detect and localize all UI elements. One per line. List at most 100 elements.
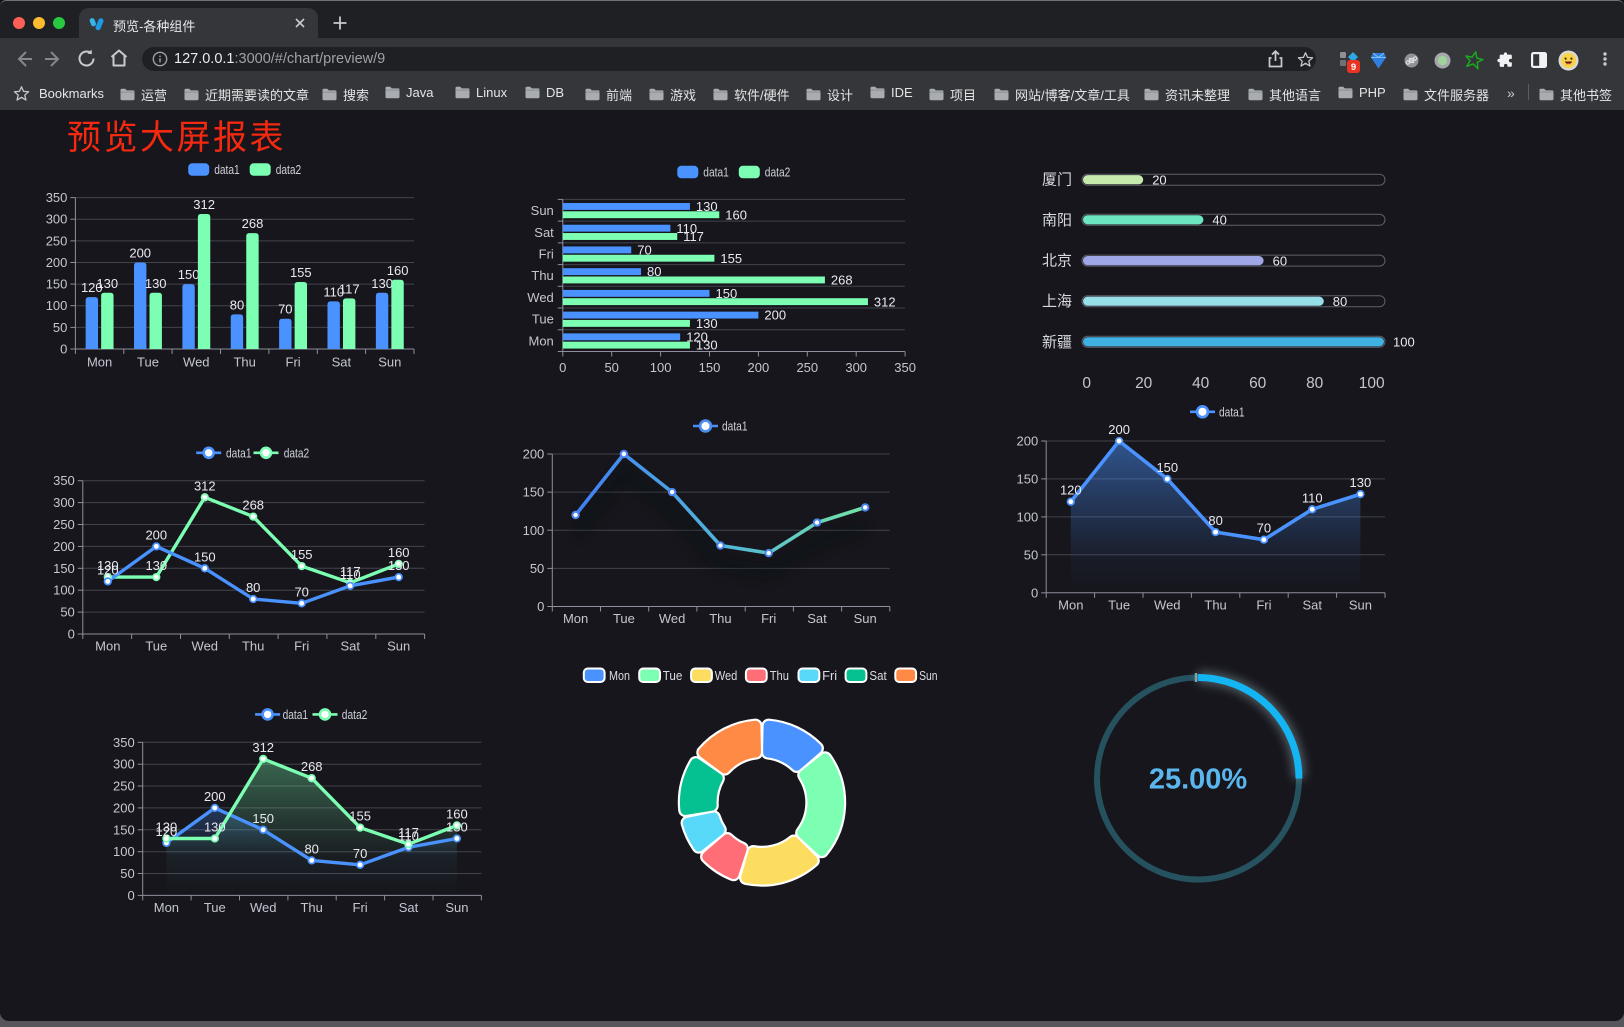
svg-text:Mon: Mon [1058,597,1083,612]
svg-text:150: 150 [178,267,200,282]
svg-text:0: 0 [68,627,75,642]
svg-text:160: 160 [446,806,468,821]
svg-text:268: 268 [301,759,323,774]
svg-text:160: 160 [388,545,410,560]
svg-text:130: 130 [156,820,178,835]
svg-text:60: 60 [1273,253,1287,268]
svg-text:Mon: Mon [95,639,120,654]
svg-text:Sat: Sat [807,611,827,626]
svg-text:200: 200 [204,789,226,804]
svg-text:300: 300 [46,212,68,227]
svg-text:0: 0 [537,599,544,614]
svg-text:Sat: Sat [534,225,554,240]
svg-text:100: 100 [1393,335,1415,350]
svg-text:Mon: Mon [529,333,554,348]
svg-text:Fri: Fri [353,900,368,915]
svg-text:300: 300 [53,495,75,510]
svg-text:80: 80 [304,841,318,856]
svg-text:155: 155 [291,547,313,562]
svg-text:200: 200 [129,246,151,261]
svg-text:110: 110 [323,284,344,299]
svg-text:268: 268 [831,273,853,288]
svg-text:120: 120 [156,824,178,839]
svg-text:data1: data1 [703,165,729,180]
svg-text:110: 110 [1302,490,1323,505]
svg-text:Tue: Tue [137,355,159,370]
svg-text:120: 120 [97,562,119,577]
svg-text:0: 0 [1082,375,1091,392]
svg-text:北京: 北京 [1042,253,1072,270]
svg-text:data1: data1 [1219,405,1245,420]
svg-text:Fri: Fri [761,611,776,626]
svg-text:117: 117 [340,564,361,579]
svg-text:300: 300 [113,757,135,772]
svg-text:120: 120 [686,329,708,344]
svg-text:350: 350 [894,360,916,375]
svg-text:312: 312 [874,294,896,309]
svg-text:80: 80 [1333,294,1347,309]
svg-text:250: 250 [53,517,75,532]
svg-text:150: 150 [46,277,68,292]
svg-text:200: 200 [46,255,68,270]
svg-text:117: 117 [683,229,704,244]
svg-text:南阳: 南阳 [1042,212,1072,229]
svg-text:Mon: Mon [563,611,588,626]
svg-text:150: 150 [194,549,216,564]
svg-text:150: 150 [716,286,738,301]
svg-text:70: 70 [294,584,308,599]
svg-text:150: 150 [523,485,545,500]
svg-text:150: 150 [252,811,274,826]
svg-text:Thu: Thu [242,639,264,654]
svg-text:100: 100 [46,298,68,313]
svg-text:110: 110 [676,221,697,236]
svg-text:Mon: Mon [87,355,112,370]
svg-text:Thu: Thu [531,268,553,283]
svg-text:0: 0 [127,888,134,903]
svg-text:150: 150 [113,822,135,837]
svg-text:Tue: Tue [1108,597,1130,612]
svg-text:50: 50 [120,866,134,881]
svg-text:Mon: Mon [154,900,179,915]
svg-text:160: 160 [725,207,747,222]
svg-text:150: 150 [699,360,721,375]
svg-text:25.00%: 25.00% [1149,763,1248,795]
svg-text:130: 130 [204,820,226,835]
svg-text:Fri: Fri [1256,597,1271,612]
svg-text:Wed: Wed [192,639,219,654]
svg-text:0: 0 [60,342,67,357]
svg-text:Sun: Sun [531,203,554,218]
svg-text:50: 50 [1024,547,1038,562]
svg-text:0: 0 [559,360,566,375]
svg-text:130: 130 [446,820,468,835]
svg-text:Sat: Sat [399,900,419,915]
svg-text:268: 268 [242,216,264,231]
svg-text:Thu: Thu [1204,597,1226,612]
svg-text:130: 130 [97,558,119,573]
svg-text:data1: data1 [722,419,748,434]
svg-text:Fri: Fri [286,355,301,370]
svg-text:20: 20 [1152,173,1166,188]
svg-text:data2: data2 [284,446,310,461]
svg-text:50: 50 [530,561,544,576]
svg-text:Thu: Thu [709,611,731,626]
svg-text:Sun: Sun [1349,597,1372,612]
svg-text:312: 312 [194,478,216,493]
svg-text:Wed: Wed [659,611,686,626]
svg-text:80: 80 [1306,375,1324,392]
svg-text:150: 150 [1156,460,1178,475]
svg-text:120: 120 [1060,483,1082,498]
svg-text:Tue: Tue [204,900,226,915]
svg-text:100: 100 [113,844,135,859]
svg-text:data2: data2 [276,162,302,177]
svg-text:0: 0 [1031,585,1038,600]
svg-text:110: 110 [340,567,361,582]
svg-text:100: 100 [53,583,75,598]
svg-text:20: 20 [1135,375,1153,392]
svg-text:Sun: Sun [445,900,468,915]
svg-text:Sun: Sun [919,668,937,683]
svg-text:Fri: Fri [294,639,309,654]
svg-text:130: 130 [388,558,410,573]
svg-text:Wed: Wed [715,668,738,683]
svg-text:50: 50 [53,320,67,335]
svg-text:80: 80 [647,264,661,279]
